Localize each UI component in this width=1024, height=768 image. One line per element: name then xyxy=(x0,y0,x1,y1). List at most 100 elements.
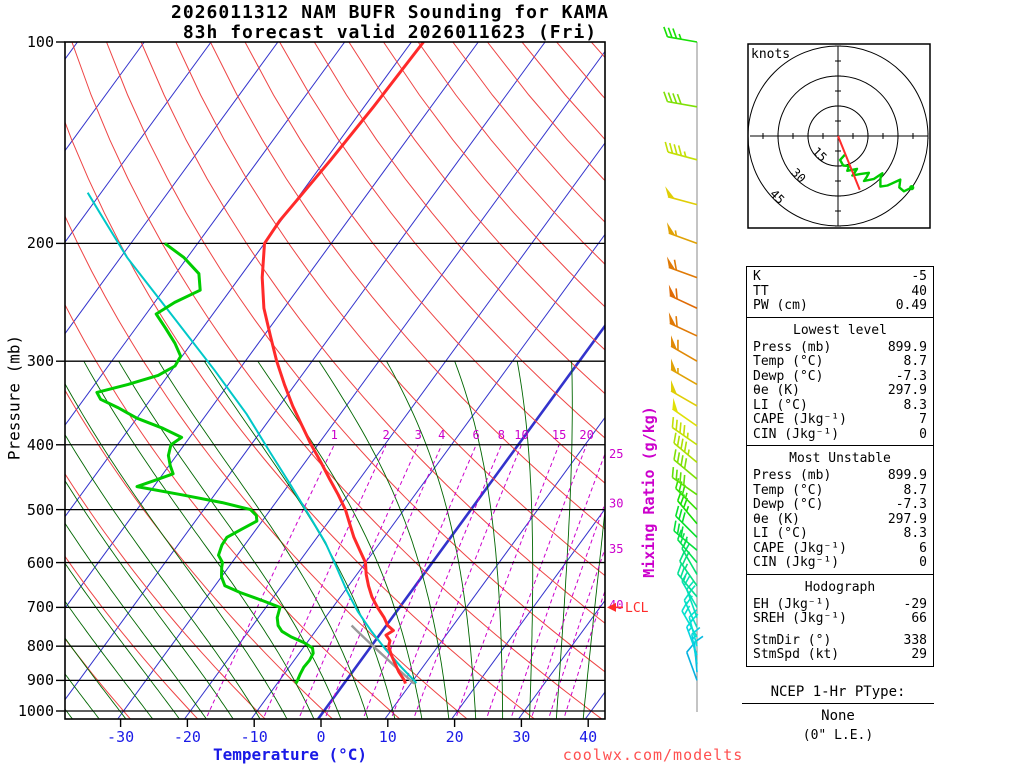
title-line1: 2026011312 NAM BUFR Sounding for KAMA xyxy=(171,2,609,23)
index-label: CAPE (Jkg⁻¹) xyxy=(753,540,847,556)
wind-barb xyxy=(670,335,698,362)
svg-text:6: 6 xyxy=(473,428,480,442)
watermark-link[interactable]: coolwx.com/modelts xyxy=(562,746,744,764)
index-label: SREH (Jkg⁻¹) xyxy=(753,611,847,626)
index-value: -29 xyxy=(903,596,927,612)
most-unstable-indices-row: CAPE (Jkg⁻¹) 6 xyxy=(747,540,933,557)
summary-indices: K -5 TT 40 PW (cm) 0.49 xyxy=(747,267,933,317)
index-value: 29 xyxy=(911,647,927,662)
wind-barb xyxy=(673,449,698,480)
pressure-tick-label: 400 xyxy=(26,435,54,454)
index-value: 297.9 xyxy=(887,511,927,527)
svg-text:4: 4 xyxy=(438,428,445,442)
indices-panel: K -5 TT 40 PW (cm) 0.49 Lowest level Press (mb)… xyxy=(746,266,934,667)
pressure-tick-label: 100 xyxy=(26,33,54,51)
wind-barb xyxy=(666,222,698,245)
pressure-tick-label: 200 xyxy=(26,234,54,253)
index-label: LI (°C) xyxy=(753,526,808,541)
index-value: 40 xyxy=(911,283,927,299)
mixing-ratio-labels: 1 2 3 4 6 8 10 15 20 25 30 35 40 xyxy=(331,428,624,612)
wind-barb xyxy=(676,563,698,598)
index-value: 8.3 xyxy=(903,397,927,413)
storm-motion-vector xyxy=(837,135,861,191)
plot-border xyxy=(56,41,606,727)
temperature-tick-label: -20 xyxy=(173,728,201,746)
isotherm-lines xyxy=(65,42,605,719)
pressure-tick-label: 300 xyxy=(26,352,54,371)
summary-indices-row: PW (cm) 0.49 xyxy=(747,298,933,314)
index-label: LI (°C) xyxy=(753,397,808,413)
pressure-tick-label: 600 xyxy=(26,553,54,572)
svg-text:20: 20 xyxy=(579,428,593,442)
index-label: θe (K) xyxy=(753,511,800,527)
lowest-level-indices-header: Lowest level xyxy=(793,322,887,338)
ptype-value: None xyxy=(821,708,855,724)
wind-barb xyxy=(671,417,698,446)
index-label: K xyxy=(753,269,761,284)
hodograph-indices-row: StmSpd (kt) 29 xyxy=(747,647,933,663)
wind-barb xyxy=(671,466,698,496)
svg-text:2: 2 xyxy=(383,428,390,442)
summary-indices-row: K -5 xyxy=(747,269,933,285)
svg-text:40: 40 xyxy=(609,598,623,612)
temperature-tick-label: -30 xyxy=(107,728,135,746)
most-unstable-indices-row: LI (°C) 8.3 xyxy=(747,526,933,542)
most-unstable-indices-row: θe (K) 297.9 xyxy=(747,511,933,528)
index-label: Temp (°C) xyxy=(753,482,824,498)
lowest-level-indices-row: Temp (°C) 8.7 xyxy=(747,354,933,370)
pressure-tick-label: 700 xyxy=(26,598,54,617)
hodograph-indices: Hodograph EH (Jkg⁻¹) -29 SREH (Jkg⁻¹) 66 StmD… xyxy=(747,573,933,666)
wind-barb xyxy=(663,26,698,43)
index-value: 7 xyxy=(919,412,927,427)
most-unstable-indices: Most Unstable Press (mb) 899.9 Temp (°C) 8.7… xyxy=(747,445,933,574)
pressure-tick-label: 500 xyxy=(26,500,54,519)
wind-barb xyxy=(675,505,698,538)
surface-parcel-segment xyxy=(350,624,415,685)
index-label: Press (mb) xyxy=(753,468,832,483)
dewpoint-curve xyxy=(95,242,315,685)
index-value: 6 xyxy=(919,540,927,556)
hodograph-indices-row: SREH (Jkg⁻¹) 66 xyxy=(747,611,933,627)
svg-text:8: 8 xyxy=(498,428,505,442)
lcl-marker: LCL xyxy=(607,601,649,616)
pressure-tick-label: 900 xyxy=(26,671,54,690)
most-unstable-indices-row: Dewp (°C) -7.3 xyxy=(747,497,933,513)
pressure-tick-label: 1000 xyxy=(17,702,54,720)
wind-barb xyxy=(665,186,698,206)
index-value: 66 xyxy=(911,611,927,626)
hodograph-indices-row: EH (Jkg⁻¹) -29 xyxy=(747,596,933,613)
most-unstable-indices-row: Press (mb) 899.9 xyxy=(747,468,933,484)
svg-text:LCL: LCL xyxy=(625,601,649,616)
wind-barb xyxy=(663,91,698,108)
svg-text:1: 1 xyxy=(331,428,338,442)
lowest-level-indices: Lowest level Press (mb) 899.9 Temp (°C) 8.7 D… xyxy=(747,316,933,446)
temperature-tick-label: 30 xyxy=(512,728,531,746)
svg-text:35: 35 xyxy=(609,542,623,556)
mixing-ratio-lines xyxy=(205,444,605,719)
hodograph-trace xyxy=(838,153,915,193)
index-label: θe (K) xyxy=(753,383,800,398)
index-value: 338 xyxy=(903,632,927,648)
temperature-curve xyxy=(260,42,425,685)
moist-adiabat-lines xyxy=(65,360,605,719)
index-value: 899.9 xyxy=(887,339,927,355)
wind-barb xyxy=(666,256,698,279)
wind-barb xyxy=(673,432,698,464)
svg-text:30: 30 xyxy=(609,497,623,511)
ptype-header: NCEP 1-Hr PType: xyxy=(742,684,934,704)
index-value: 8.7 xyxy=(903,354,927,369)
index-value: 0 xyxy=(919,555,927,570)
wind-barb xyxy=(676,529,698,564)
temperature-tick-label: -10 xyxy=(240,728,268,746)
lowest-level-indices-row: CIN (Jkg⁻¹) 0 xyxy=(747,427,933,443)
temperature-tick-label: 20 xyxy=(445,728,464,746)
index-value: 0.49 xyxy=(895,298,927,313)
dry-adiabat-lines xyxy=(65,42,605,719)
lowest-level-indices-row: θe (K) 297.9 xyxy=(747,383,933,399)
index-value: -7.3 xyxy=(895,497,927,512)
most-unstable-indices-row: Temp (°C) 8.7 xyxy=(747,482,933,499)
index-value: 297.9 xyxy=(887,383,927,398)
